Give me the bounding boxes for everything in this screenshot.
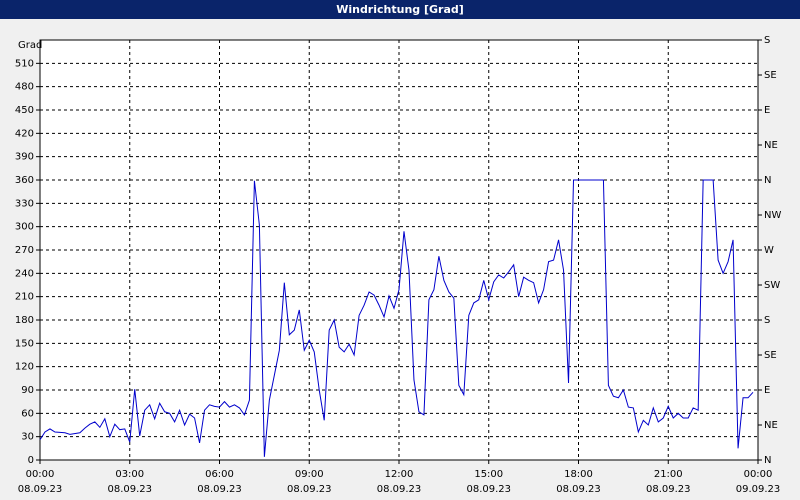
y-tick-label: 30: [21, 432, 34, 443]
y-tick-label: 120: [15, 362, 34, 373]
y-tick-label: 240: [15, 268, 34, 279]
y-tick-label: 420: [15, 128, 34, 139]
y-tick-label: 180: [15, 315, 34, 326]
y-tick-label: 0: [28, 455, 34, 466]
y2-tick-label: W: [764, 245, 774, 256]
x-tick-date: 08.09.23: [556, 484, 601, 495]
y2-tick-label: S: [764, 35, 770, 46]
y-tick-label: 270: [15, 245, 34, 256]
x-tick-label: 06:00: [205, 469, 234, 480]
chart-title: Windrichtung [Grad]: [336, 3, 464, 16]
y-tick-label: 60: [21, 408, 34, 419]
y-tick-label: 450: [15, 105, 34, 116]
y-tick-label: 360: [15, 175, 34, 186]
data-line: [39, 179, 754, 457]
y2-tick-label: SE: [764, 70, 777, 81]
x-tick-date: 08.09.23: [287, 484, 332, 495]
y-tick-label: 390: [15, 152, 34, 163]
y-tick-label: 510: [15, 58, 34, 69]
x-tick-date: 08.09.23: [107, 484, 152, 495]
x-tick-label: 12:00: [385, 469, 414, 480]
y2-tick-label: E: [764, 385, 770, 396]
x-tick-label: 03:00: [115, 469, 144, 480]
x-tick-date: 08.09.23: [18, 484, 63, 495]
title-bar: [0, 0, 800, 19]
y-tick-label: 90: [21, 385, 34, 396]
y2-tick-label: NE: [764, 420, 778, 431]
y2-tick-label: NW: [764, 210, 781, 221]
y2-tick-label: SE: [764, 350, 777, 361]
x-tick-label: 00:00: [26, 469, 55, 480]
y2-tick-label: SW: [764, 280, 780, 291]
y2-tick-label: E: [764, 105, 770, 116]
x-tick-date: 08.09.23: [466, 484, 511, 495]
x-tick-label: 18:00: [564, 469, 593, 480]
x-tick-date: 08.09.23: [197, 484, 242, 495]
plot-frame: [39, 39, 759, 461]
x-tick-label: 09:00: [295, 469, 324, 480]
y-tick-label: 480: [15, 82, 34, 93]
x-tick-label: 00:00: [744, 469, 773, 480]
x-tick-date: 08.09.23: [377, 484, 422, 495]
y2-tick-label: S: [764, 315, 770, 326]
x-tick-label: 21:00: [654, 469, 683, 480]
y-tick-label: 300: [15, 222, 34, 233]
y-tick-label: 330: [15, 198, 34, 209]
y2-tick-label: N: [764, 455, 771, 466]
x-tick-date: 09.09.23: [736, 484, 781, 495]
x-tick-label: 15:00: [474, 469, 503, 480]
y2-tick-label: N: [764, 175, 771, 186]
y-axis-label: Grad: [18, 40, 42, 51]
y-tick-label: 210: [15, 292, 34, 303]
y-tick-label: 150: [15, 338, 34, 349]
y2-tick-label: NE: [764, 140, 778, 151]
x-tick-date: 08.09.23: [646, 484, 691, 495]
